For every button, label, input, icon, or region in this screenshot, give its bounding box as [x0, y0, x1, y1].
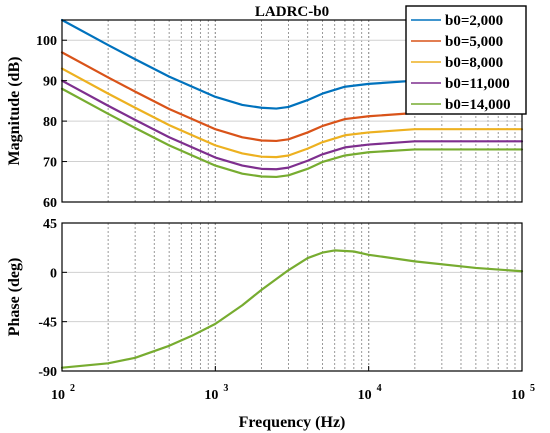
phase-series-line-1 — [60, 249, 524, 369]
legend-label-3: b0=8,000 — [445, 55, 503, 71]
phase-ytick-label: -45 — [38, 316, 57, 331]
magnitude-series-line-5 — [60, 87, 524, 179]
legend-label-1: b0=2,000 — [445, 13, 503, 29]
legend-label-4: b0=11,000 — [445, 76, 510, 92]
legend-label-2: b0=5,000 — [445, 34, 503, 50]
x-tick-exponent: 2 — [70, 383, 75, 394]
x-tick-exponent: 4 — [377, 383, 382, 394]
magnitude-ytick-label: 100 — [36, 34, 57, 49]
x-tick-label: 10 5 — [511, 383, 535, 403]
x-axis-label: Frequency (Hz) — [239, 414, 346, 431]
magnitude-y-ticks: 60 70 80 90 100 — [36, 34, 67, 211]
magnitude-series-line-1 — [60, 18, 524, 110]
phase-series-group — [60, 249, 524, 369]
legend-box — [405, 5, 527, 115]
magnitude-y-axis-label: Magnitude (dB) — [6, 57, 23, 166]
magnitude-series-line-4 — [60, 79, 524, 171]
x-tick-base: 10 — [358, 388, 372, 403]
x-tick-label: 10 2 — [51, 383, 75, 403]
x-tick-base: 10 — [511, 388, 525, 403]
phase-axes-frame — [61, 222, 523, 372]
frequency-x-ticks: 10 2 10 3 10 4 10 5 — [51, 366, 535, 403]
phase-ytick-label: -90 — [38, 365, 57, 380]
x-tick-base: 10 — [204, 388, 218, 403]
phase-plot-area — [62, 223, 522, 371]
magnitude-ytick-label: 70 — [43, 156, 57, 171]
x-tick-base: 10 — [51, 388, 65, 403]
magnitude-ytick-label: 80 — [43, 115, 57, 130]
magnitude-series-line-3 — [60, 67, 524, 159]
magnitude-panel: 60 70 80 90 100 LADRC-b0 Magnitude (dB) b0=2… — [6, 4, 527, 211]
magnitude-ytick-label: 60 — [43, 196, 57, 211]
x-tick-exponent: 5 — [530, 383, 535, 394]
x-tick-label: 10 3 — [204, 383, 228, 403]
phase-y-ticks: -90 -45 0 45 — [38, 217, 67, 380]
phase-y-axis-label: Phase (deg) — [6, 258, 23, 337]
phase-ytick-label: 0 — [50, 266, 57, 281]
chart-title: LADRC-b0 — [255, 4, 329, 20]
legend: b0=2,000 b0=5,000 b0=8,000 b0=11,000 b0=14,0… — [405, 5, 527, 115]
phase-gridlines — [62, 223, 522, 371]
magnitude-series-group — [60, 18, 524, 179]
x-tick-label: 10 4 — [358, 383, 382, 403]
legend-label-5: b0=14,000 — [445, 97, 511, 113]
phase-ytick-label: 45 — [43, 217, 57, 232]
magnitude-ytick-label: 90 — [43, 75, 57, 90]
magnitude-series-line-2 — [60, 51, 524, 143]
x-tick-exponent: 3 — [223, 383, 228, 394]
phase-panel: -90 -45 0 45 10 2 10 3 10 4 10 5 Phase (deg) Frequ… — [6, 217, 535, 431]
